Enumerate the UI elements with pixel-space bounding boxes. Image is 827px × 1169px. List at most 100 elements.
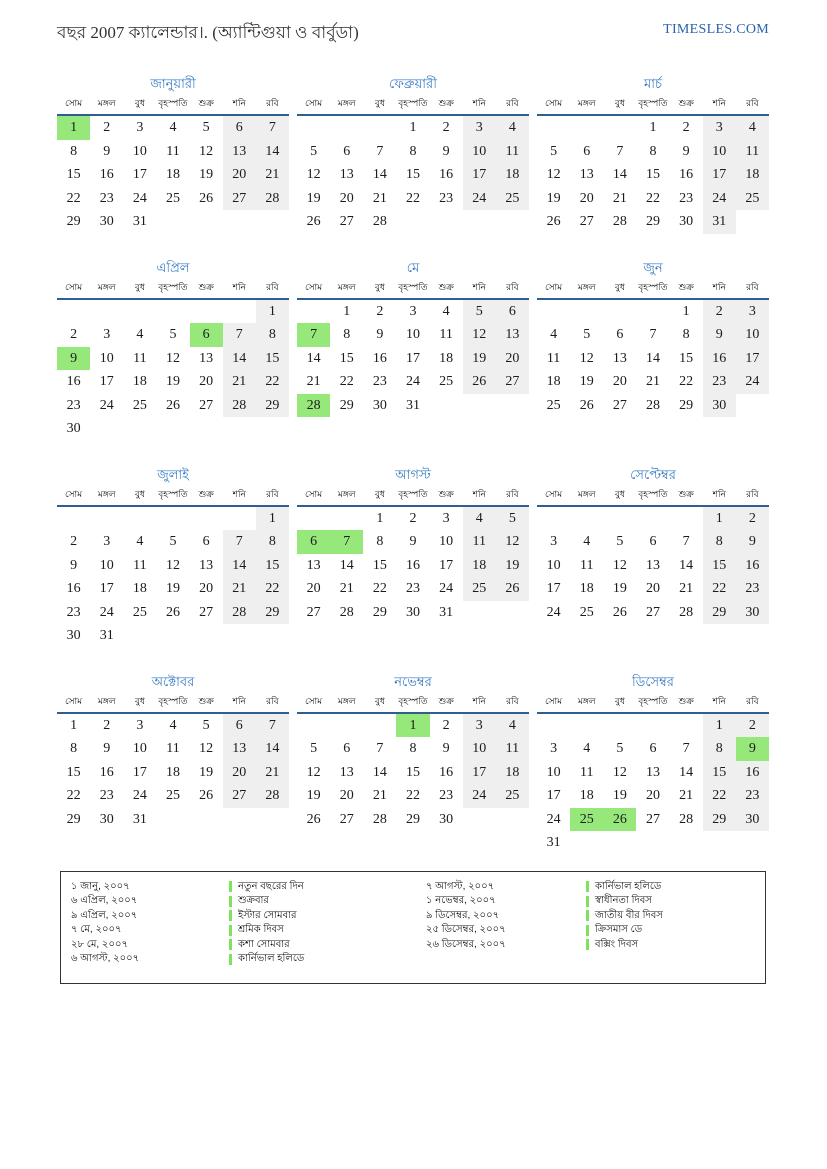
legend-holiday: জাতীয় বীর দিবস <box>586 909 757 924</box>
empty-cell <box>603 831 636 855</box>
day-cell: 21 <box>645 374 660 389</box>
empty-cell <box>537 116 570 140</box>
day-cell: 5 <box>616 534 624 549</box>
holiday-bullet-icon <box>229 924 232 936</box>
day-cell: 16 <box>405 557 420 573</box>
day-cell: 25 <box>570 807 604 831</box>
day-cell: 22 <box>372 581 387 596</box>
day-cell: 13 <box>222 737 256 761</box>
empty-cell <box>297 714 330 738</box>
day-cell: 11 <box>495 139 529 163</box>
weekday-row: সোম মঙ্গল বুধ বৃহস্পতি শুক্র শনি রবি <box>57 487 289 505</box>
day-cell: 5 <box>202 120 210 135</box>
day-cell: 8 <box>376 534 384 549</box>
day-cell: 30 <box>439 811 454 827</box>
month-title[interactable]: সেপ্টেম্বর <box>630 466 676 482</box>
empty-cell <box>223 417 256 441</box>
day-cell: 23 <box>372 374 387 389</box>
day-cell: 6 <box>297 530 331 554</box>
weekday-label: বৃহস্পতি <box>398 488 428 499</box>
empty-cell <box>603 116 636 140</box>
day-cell: 7 <box>255 116 289 140</box>
legend-holiday-label: নতুন বছরের দিন <box>238 880 304 892</box>
day-cell: 16 <box>735 760 769 784</box>
day-cell: 28 <box>372 214 387 229</box>
day-cell: 5 <box>310 741 318 756</box>
legend-holiday: স্বাধীনতা দিবস <box>586 894 757 909</box>
month-title[interactable]: জানুয়ারী <box>150 76 196 91</box>
day-cell: 24 <box>132 190 147 206</box>
month-title[interactable]: মে <box>406 259 420 275</box>
day-cell: 15 <box>255 346 289 370</box>
weekday-label: মঙ্গল <box>577 281 596 292</box>
day-cell: 13 <box>612 350 627 366</box>
day-cell: 23 <box>735 784 769 808</box>
day-cell: 8 <box>409 741 417 756</box>
day-cell: 30 <box>99 811 114 827</box>
day-cell: 22 <box>405 788 420 803</box>
day-cell: 24 <box>702 186 736 210</box>
month-title[interactable]: এপ্রিল <box>156 259 190 275</box>
day-cell: 10 <box>405 327 420 342</box>
month-title[interactable]: ডিসেম্বর <box>632 673 674 689</box>
day-cell: 30 <box>66 628 81 643</box>
empty-cell <box>537 507 570 531</box>
day-cell: 22 <box>645 190 660 206</box>
day-cell: 3 <box>550 534 558 549</box>
month-title[interactable]: অক্টোবর <box>151 673 195 689</box>
day-cell: 23 <box>66 604 81 620</box>
day-cell: 6 <box>583 143 591 159</box>
weekday-label: বৃহস্পতি <box>638 281 668 292</box>
day-cell: 7 <box>376 143 384 159</box>
day-cell: 17 <box>132 167 147 182</box>
month-block: অক্টোবর সোম মঙ্গল বুধ বৃহস্পতি শুক্র শনি রবি 1… <box>57 672 289 832</box>
day-cell: 20 <box>222 760 256 784</box>
month-title[interactable]: ফেব্রুয়ারী <box>389 76 437 91</box>
day-cell: 11 <box>462 530 496 554</box>
empty-cell <box>570 831 603 855</box>
day-cell: 2 <box>376 303 384 319</box>
day-cell: 22 <box>255 370 289 394</box>
day-cell: 1 <box>57 116 91 140</box>
weekday-label: রবি <box>266 488 279 499</box>
legend-holiday: ক্রিসমাস ডে <box>586 923 757 938</box>
month-title[interactable]: মার্চ <box>643 76 662 91</box>
day-cell: 17 <box>735 346 769 370</box>
day-cell: 7 <box>222 530 256 554</box>
weekday-label: রবি <box>266 281 279 292</box>
month-title[interactable]: জুন <box>643 259 663 275</box>
day-cell: 2 <box>442 120 450 135</box>
day-cell: 17 <box>99 581 114 596</box>
weekday-label: রবি <box>266 98 279 108</box>
day-cell: 16 <box>439 764 454 780</box>
day-cell: 22 <box>66 190 81 206</box>
empty-cell <box>736 831 769 855</box>
day-cell: 25 <box>495 186 529 210</box>
day-cell: 3 <box>103 534 111 549</box>
day-cell: 21 <box>222 370 256 394</box>
month-title[interactable]: জুলাই <box>157 466 189 482</box>
weekday-row: সোম মঙ্গল বুধ বৃহস্পতি শুক্র শনি রবি <box>57 96 289 114</box>
day-cell: 1 <box>376 510 384 526</box>
day-cell: 18 <box>132 581 147 596</box>
day-cell: 15 <box>645 167 660 182</box>
weekday-label: বুধ <box>134 281 145 292</box>
day-cell: 2 <box>103 120 111 135</box>
site-link[interactable]: TIMESLES.COM <box>663 22 769 37</box>
month-title[interactable]: নভেম্বর <box>394 673 432 689</box>
legend-right: ৭ আগস্ট, ২০০৭ কার্নিভাল হলিডে ১ নভেম্বর, ২… <box>426 880 757 967</box>
empty-cell <box>57 507 90 531</box>
day-cell: 9 <box>682 143 690 159</box>
day-cell: 23 <box>99 788 114 803</box>
day-cell: 4 <box>442 303 450 319</box>
weekday-row: সোম মঙ্গল বুধ বৃহস্পতি শুক্র শনি রবি <box>537 280 769 298</box>
empty-cell <box>90 507 123 531</box>
day-cell: 4 <box>136 534 144 549</box>
day-cell: 2 <box>702 299 736 323</box>
day-cell: 7 <box>649 327 657 342</box>
month-days: 1 2 3 4 5 6 7 8 9 10 11 12 13 14 15 16 17 18 19 20 21 22 23 24 2… <box>537 504 769 624</box>
empty-cell <box>256 210 289 234</box>
day-cell: 7 <box>255 713 289 737</box>
month-title[interactable]: আগস্ট <box>395 466 431 482</box>
